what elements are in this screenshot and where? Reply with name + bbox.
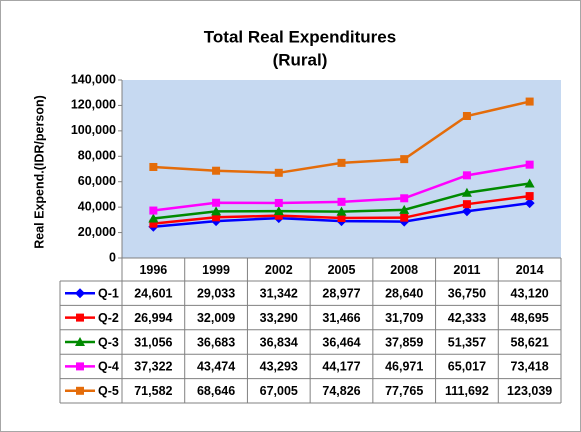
table-value: 111,692 (445, 384, 489, 398)
table-value: 67,005 (260, 384, 298, 398)
table-value: 36,834 (260, 335, 298, 349)
chart-title: Total Real Expenditures (204, 27, 396, 46)
y-axis-label: Real Expend.(IDR/person) (32, 95, 46, 249)
x-tick-label: 1999 (202, 263, 230, 277)
table-value: 65,017 (448, 360, 486, 374)
marker (212, 198, 221, 207)
marker (461, 187, 472, 197)
marker (75, 337, 85, 346)
marker (149, 162, 158, 171)
marker (337, 213, 346, 222)
table-value: 43,120 (511, 286, 549, 300)
x-tick-label: 2002 (265, 263, 293, 277)
marker (274, 198, 283, 207)
marker (336, 206, 347, 216)
table-value: 31,342 (260, 286, 298, 300)
marker (461, 206, 472, 217)
marker (525, 97, 534, 106)
marker (525, 160, 534, 169)
marker (212, 213, 221, 222)
marker (524, 198, 535, 209)
marker (462, 111, 471, 120)
table-value: 36,683 (197, 335, 235, 349)
table-value: 43,293 (260, 360, 298, 374)
x-tick-label: 2014 (516, 263, 544, 277)
marker (462, 171, 471, 180)
y-tick-label: 0 (109, 250, 116, 264)
marker (76, 362, 84, 371)
y-tick-label: 100,000 (71, 123, 116, 137)
table-value: 43,474 (197, 360, 235, 374)
legend-label: Q-5 (98, 384, 119, 398)
marker (76, 313, 84, 322)
marker (273, 206, 284, 216)
table-value: 68,646 (197, 384, 235, 398)
table-value: 33,290 (260, 311, 298, 325)
table-value: 31,709 (385, 311, 423, 325)
legend-label: Q-2 (98, 311, 119, 325)
table-value: 29,033 (197, 286, 235, 300)
table-value: 44,177 (322, 360, 360, 374)
y-tick-label: 20,000 (78, 225, 116, 239)
table-value: 36,750 (448, 286, 486, 300)
marker (274, 211, 283, 220)
marker (400, 194, 409, 203)
table-value: 73,418 (511, 360, 549, 374)
table-value: 24,601 (134, 286, 172, 300)
table-value: 58,621 (511, 335, 549, 349)
x-tick-label: 2011 (453, 263, 480, 277)
table-value: 31,466 (322, 311, 360, 325)
table-value: 32,009 (197, 311, 235, 325)
x-tick-label: 2005 (328, 263, 356, 277)
marker (149, 219, 158, 228)
table-value: 31,056 (134, 335, 172, 349)
legend-label: Q-1 (98, 286, 119, 300)
legend-label: Q-3 (98, 335, 119, 349)
table-value: 26,994 (134, 311, 172, 325)
table-value: 37,859 (385, 335, 423, 349)
marker (148, 213, 159, 223)
table-value: 74,826 (322, 384, 360, 398)
x-tick-label: 2008 (390, 263, 418, 277)
table-value: 71,582 (134, 384, 172, 398)
table-value: 77,765 (385, 384, 423, 398)
legend-label: Q-4 (98, 360, 119, 374)
table-value: 28,977 (322, 286, 360, 300)
table-value: 37,322 (134, 360, 172, 374)
table-value: 51,357 (448, 335, 486, 349)
marker (76, 386, 84, 395)
marker (399, 204, 410, 214)
marker (212, 166, 221, 175)
marker (337, 197, 346, 206)
table-value: 123,039 (507, 384, 552, 398)
y-tick-label: 40,000 (78, 199, 116, 213)
marker (75, 288, 85, 299)
x-tick-label: 1996 (139, 263, 167, 277)
y-tick-label: 80,000 (78, 149, 116, 163)
marker (211, 206, 222, 216)
marker (400, 155, 409, 164)
marker (525, 192, 534, 201)
chart-subtitle: (Rural) (273, 50, 328, 69)
y-tick-label: 140,000 (71, 72, 116, 86)
table-value: 48,695 (511, 311, 549, 325)
marker (149, 206, 158, 215)
table-value: 42,333 (448, 311, 486, 325)
table-value: 46,971 (385, 360, 423, 374)
marker (462, 200, 471, 209)
table-value: 28,640 (385, 286, 423, 300)
table-value: 36,464 (322, 335, 360, 349)
y-tick-label: 120,000 (71, 98, 116, 112)
marker (337, 158, 346, 167)
marker (274, 168, 283, 177)
marker (524, 178, 535, 188)
y-tick-label: 60,000 (78, 174, 116, 188)
marker (400, 213, 409, 222)
